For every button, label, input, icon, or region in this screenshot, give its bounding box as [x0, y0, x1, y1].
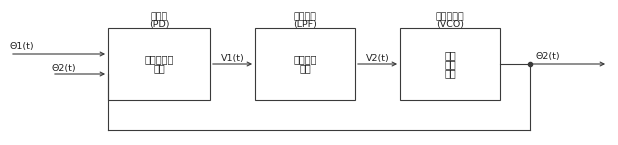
- Bar: [255, 28, 355, 100]
- Bar: [108, 28, 210, 100]
- Text: 节拍: 节拍: [444, 50, 456, 60]
- Text: 环路滤波: 环路滤波: [294, 12, 316, 21]
- Bar: [400, 28, 500, 100]
- Text: V2(t): V2(t): [366, 54, 389, 62]
- Text: 低通滤波: 低通滤波: [294, 55, 317, 65]
- Text: 时钟脉冲差: 时钟脉冲差: [145, 55, 174, 65]
- Text: Θ1(t): Θ1(t): [10, 41, 35, 50]
- Text: 鉴相器: 鉴相器: [150, 12, 167, 21]
- Text: (VCO): (VCO): [436, 20, 464, 29]
- Text: Θ2(t): Θ2(t): [535, 51, 560, 60]
- Text: 压控振荡器: 压控振荡器: [436, 12, 464, 21]
- Text: (LPF): (LPF): [293, 20, 317, 29]
- Text: 跟踪: 跟踪: [444, 59, 456, 69]
- Text: 处理: 处理: [299, 64, 311, 74]
- Text: Θ2(t): Θ2(t): [52, 64, 77, 72]
- Text: V1(t): V1(t): [221, 54, 244, 62]
- Text: (PD): (PD): [149, 20, 169, 29]
- Text: 计算: 计算: [153, 64, 165, 74]
- Text: 消抖: 消抖: [444, 68, 456, 78]
